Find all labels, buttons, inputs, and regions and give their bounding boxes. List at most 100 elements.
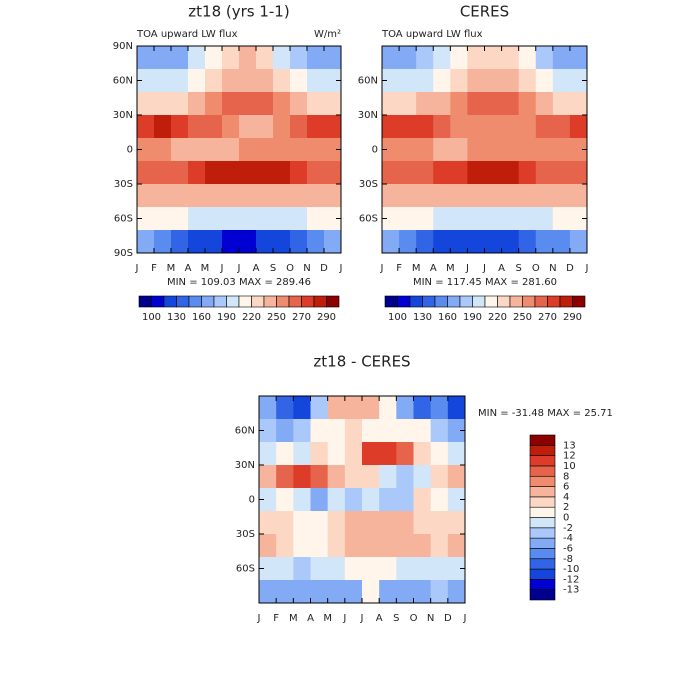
cell (259, 534, 277, 558)
cell (416, 92, 434, 116)
cell (171, 46, 189, 70)
cell (276, 465, 294, 489)
cell (416, 46, 434, 70)
cell (430, 419, 449, 443)
cell (273, 161, 291, 185)
cell (239, 115, 257, 139)
cell (396, 511, 414, 535)
cell (293, 465, 311, 489)
x-tick-label: D (320, 263, 328, 274)
cell (447, 396, 466, 420)
cell (552, 161, 571, 185)
x-tick-label: J (342, 613, 346, 624)
cell (379, 465, 397, 489)
cell (307, 69, 325, 93)
cell (256, 115, 274, 139)
cell (137, 207, 155, 231)
cell (154, 138, 172, 162)
colorbar-label: 8 (563, 471, 569, 482)
cell (569, 115, 588, 139)
cell (484, 161, 503, 185)
cell (379, 396, 397, 420)
colorbar-label: 270 (292, 312, 311, 323)
colorbar-label: 10 (563, 461, 576, 472)
y-tick-label: 0 (127, 145, 133, 156)
cell (307, 46, 325, 70)
colorbar-box (529, 527, 556, 539)
cell (171, 207, 189, 231)
colorbar-box (138, 295, 152, 308)
cell (518, 138, 537, 162)
cell (433, 207, 451, 231)
cell (413, 465, 432, 489)
cell (430, 511, 449, 535)
colorbar-label: 190 (463, 312, 482, 323)
cell (137, 46, 155, 70)
colorbar-box (522, 295, 536, 308)
colorbar-box (263, 295, 277, 308)
x-tick-label: O (286, 263, 294, 274)
cell (327, 488, 346, 512)
cell (239, 230, 257, 254)
cell (273, 92, 291, 116)
cell (154, 46, 172, 70)
colorbar-box (459, 295, 473, 308)
colorbar-box (176, 295, 190, 308)
annotation: MIN = 109.03 MAX = 289.46 (167, 277, 311, 288)
cell (399, 69, 417, 93)
cell (484, 138, 503, 162)
colorbar-label: -12 (563, 574, 579, 585)
colorbar-box (529, 475, 556, 487)
cell (569, 184, 588, 208)
cell (259, 557, 277, 581)
units: W/m² (314, 29, 341, 40)
cell (535, 184, 554, 208)
cell (276, 557, 294, 581)
cell (205, 230, 223, 254)
colorbar-box (529, 537, 556, 549)
cell (137, 184, 155, 208)
cell (382, 207, 400, 231)
colorbar-label: 12 (563, 451, 576, 462)
cell (327, 396, 346, 420)
cell (396, 465, 414, 489)
cell (222, 207, 240, 231)
cell (205, 207, 223, 231)
cell (430, 396, 449, 420)
cell (396, 557, 414, 581)
cell (447, 488, 466, 512)
cell (382, 115, 400, 139)
y-tick-label: 60N (235, 426, 255, 437)
cell (413, 396, 432, 420)
cell (188, 138, 206, 162)
cell (416, 115, 434, 139)
cell (433, 115, 451, 139)
x-tick-label: A (498, 263, 505, 274)
colorbar-label: -13 (563, 585, 579, 596)
cell (501, 184, 520, 208)
cell (259, 511, 277, 535)
cell (293, 419, 311, 443)
colorbar-box (163, 295, 177, 308)
colorbar-box (529, 445, 556, 456)
cell (382, 184, 400, 208)
cell (327, 442, 346, 466)
cell (416, 138, 434, 162)
cell (552, 184, 571, 208)
cell (188, 92, 206, 116)
x-tick-label: J (585, 263, 589, 274)
colorbar-box (226, 295, 240, 308)
colorbar-label: 220 (242, 312, 261, 323)
cell (273, 69, 291, 93)
cell (433, 230, 451, 254)
cell (484, 92, 503, 116)
cell (413, 488, 432, 512)
cell (276, 419, 294, 443)
cell (413, 511, 432, 535)
cell (552, 69, 571, 93)
x-tick-label: J (482, 263, 486, 274)
x-tick-label: M (412, 263, 421, 274)
cell (433, 69, 451, 93)
cell (137, 161, 155, 185)
cell (382, 161, 400, 185)
